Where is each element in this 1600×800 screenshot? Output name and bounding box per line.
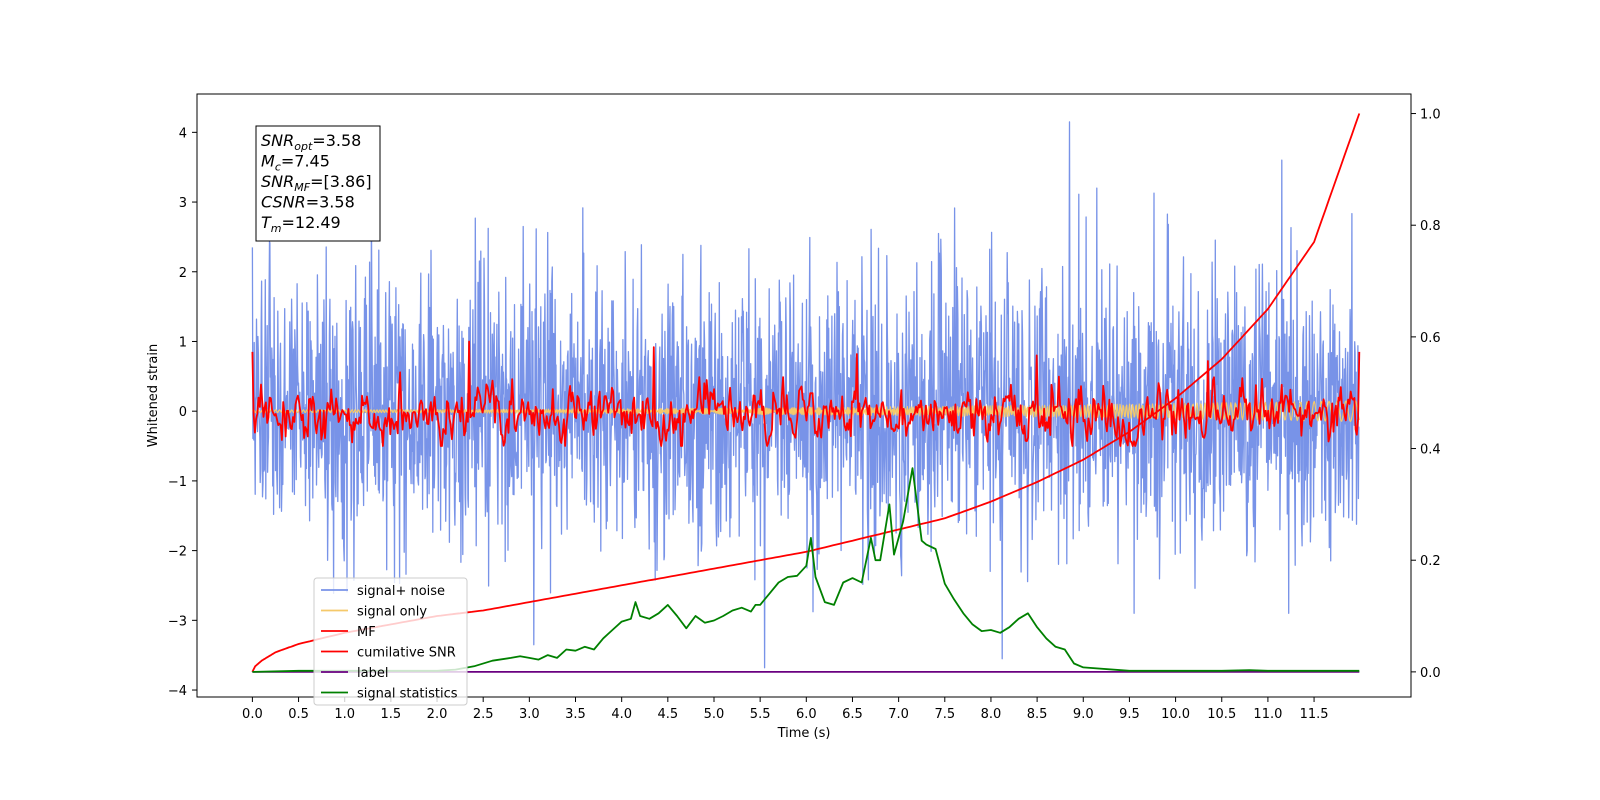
y2-tick-label: 0.0 xyxy=(1420,666,1441,681)
annotation-line: SNRMF=[3.86] xyxy=(261,172,372,194)
annotation-value: =3.58 xyxy=(306,193,355,212)
x-tick-label: 6.0 xyxy=(796,707,817,722)
legend-entry: label xyxy=(357,666,388,681)
x-tick-label: 4.5 xyxy=(657,707,678,722)
annotation-value: =12.49 xyxy=(282,213,341,232)
x-tick-label: 8.0 xyxy=(981,707,1002,722)
x-tick-label: 7.0 xyxy=(888,707,909,722)
annotation-box: SNRopt=3.58Mc=7.45SNRMF=[3.86]CSNR=3.58T… xyxy=(255,125,381,242)
y-tick-label: 0 xyxy=(179,405,187,420)
legend: signal+ noise signal only MF cumilative SNR… xyxy=(313,577,468,706)
x-tick-label: 11.0 xyxy=(1253,707,1282,722)
x-tick-label: 7.5 xyxy=(934,707,955,722)
y-tick-label: 4 xyxy=(179,126,187,141)
x-tick-label: 9.5 xyxy=(1119,707,1140,722)
y-tick-label: 2 xyxy=(179,266,187,281)
annotation-subscript: c xyxy=(275,161,281,174)
annotation-subscript: m xyxy=(271,222,282,235)
legend-entry: signal+ noise xyxy=(357,584,445,599)
x-tick-label: 3.5 xyxy=(565,707,586,722)
annotation-symbol: T xyxy=(261,213,272,232)
y-tick-label: −3 xyxy=(168,614,187,629)
series-line-2 xyxy=(251,340,1361,447)
y-tick-label: −2 xyxy=(168,545,187,560)
x-tick-label: 2.5 xyxy=(473,707,494,722)
y-tick-label: −4 xyxy=(168,684,187,699)
y2-tick-label: 0.2 xyxy=(1420,554,1441,569)
x-tick-label: 0.5 xyxy=(288,707,309,722)
series-line-5 xyxy=(252,467,1360,673)
x-axis-label: Time (s) xyxy=(777,726,831,741)
annotation-value: =7.45 xyxy=(281,152,330,171)
annotation-line: Tm=12.49 xyxy=(261,213,341,235)
annotation-value: =[3.86] xyxy=(310,172,372,191)
x-tick-label: 10.0 xyxy=(1161,707,1190,722)
legend-frame xyxy=(313,577,468,706)
annotation-line: CSNR=3.58 xyxy=(261,193,355,212)
x-tick-label: 1.5 xyxy=(381,707,402,722)
x-tick-label: 1.0 xyxy=(334,707,355,722)
y-tick-label: −1 xyxy=(168,475,187,490)
annotation-symbol: M xyxy=(261,152,275,171)
x-tick-label: 0.0 xyxy=(242,707,263,722)
annotation-symbol: SNR xyxy=(261,172,294,191)
x-tick-label: 3.0 xyxy=(519,707,540,722)
axes: 0.0 0.5 1.0 1.5 2.0 2.5 3.0 3.5 4.0 4.5 5.0 5.5 6.0 6… xyxy=(168,93,1441,722)
x-tick-label: 11.5 xyxy=(1300,707,1329,722)
y2-tick-label: 0.4 xyxy=(1420,443,1441,458)
legend-entry: signal statistics xyxy=(357,687,458,702)
x-tick-label: 9.0 xyxy=(1073,707,1094,722)
annotation-subscript: opt xyxy=(294,140,313,153)
annotation-frame xyxy=(255,125,381,242)
x-tick-label: 5.0 xyxy=(704,707,725,722)
annotation-symbol: SNR xyxy=(261,131,294,150)
y2-tick-label: 0.6 xyxy=(1420,331,1441,346)
legend-entry: cumilative SNR xyxy=(357,646,456,661)
y2-tick-label: 1.0 xyxy=(1420,108,1441,123)
y-tick-label: 1 xyxy=(179,335,187,350)
annotation-line: Mc=7.45 xyxy=(261,152,330,174)
annotation-line: SNRopt=3.58 xyxy=(261,131,361,153)
x-tick-label: 10.5 xyxy=(1207,707,1236,722)
x-tick-label: 5.5 xyxy=(750,707,771,722)
annotation-value: =3.58 xyxy=(312,131,361,150)
legend-entry: MF xyxy=(357,625,376,640)
legend-entry: signal only xyxy=(357,605,427,620)
annotation-symbol: CSNR xyxy=(261,193,306,212)
x-tick-label: 4.0 xyxy=(611,707,632,722)
y-tick-label: 3 xyxy=(179,196,187,211)
plot-frame xyxy=(196,93,1412,698)
x-tick-label: 2.0 xyxy=(427,707,448,722)
x-tick-label: 8.5 xyxy=(1027,707,1048,722)
series-line-0 xyxy=(251,121,1360,669)
y-axis-label: Whitened strain xyxy=(146,344,161,447)
x-tick-label: 6.5 xyxy=(842,707,863,722)
annotation-subscript: MF xyxy=(294,181,310,194)
y2-tick-label: 0.8 xyxy=(1420,219,1441,234)
